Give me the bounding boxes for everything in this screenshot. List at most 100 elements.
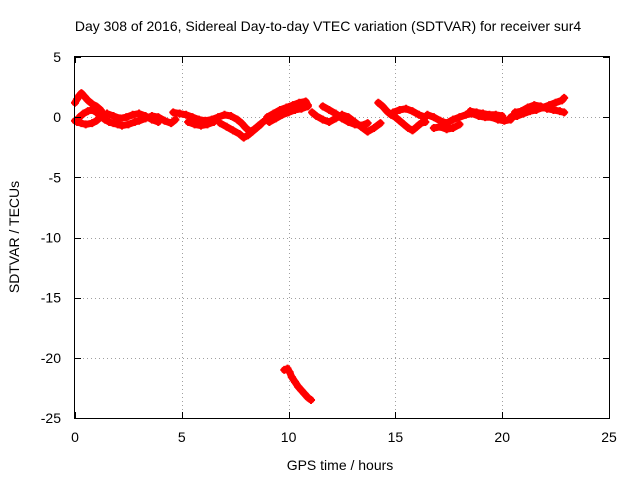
- data-point: [551, 98, 560, 107]
- y-tick-label: -25: [41, 410, 61, 426]
- data-point: [461, 110, 470, 119]
- data-point: [395, 105, 404, 114]
- data-point: [344, 117, 353, 126]
- data-point: [308, 108, 317, 117]
- data-point: [109, 119, 118, 128]
- data-point: [285, 368, 294, 377]
- data-point: [115, 114, 124, 123]
- data-point: [376, 119, 385, 128]
- sdtvar-trace: [280, 365, 315, 404]
- data-point: [560, 108, 569, 117]
- data-point: [88, 119, 97, 128]
- data-point: [160, 116, 169, 125]
- data-point: [130, 117, 139, 126]
- data-point: [325, 117, 334, 126]
- data-point: [271, 114, 280, 123]
- data-point: [530, 101, 539, 110]
- data-point: [536, 102, 545, 111]
- data-point: [113, 120, 122, 129]
- data-point: [291, 105, 300, 114]
- data-point: [389, 108, 398, 117]
- data-point: [135, 116, 144, 125]
- data-point: [203, 120, 212, 129]
- data-point: [429, 123, 438, 132]
- data-point: [331, 109, 340, 118]
- data-point: [543, 104, 552, 113]
- data-point: [141, 111, 150, 120]
- data-point: [256, 120, 265, 129]
- data-point: [399, 120, 408, 129]
- data-point: [318, 115, 327, 124]
- data-point: [171, 115, 180, 124]
- data-point: [105, 117, 114, 126]
- data-point: [357, 121, 366, 130]
- data-point: [122, 113, 131, 122]
- data-point: [455, 120, 464, 129]
- data-point: [167, 119, 176, 128]
- data-point: [103, 109, 112, 118]
- data-point: [370, 123, 379, 132]
- data-point: [363, 119, 372, 128]
- data-point: [92, 108, 101, 117]
- data-point: [96, 111, 105, 120]
- data-point: [241, 123, 250, 132]
- data-point: [297, 104, 306, 113]
- data-point: [395, 116, 404, 125]
- data-point: [423, 110, 432, 119]
- data-point: [312, 111, 321, 120]
- data-point: [83, 107, 92, 116]
- data-point: [109, 111, 118, 120]
- y-tick-label: -15: [41, 290, 61, 306]
- data-point: [239, 133, 248, 142]
- data-point: [220, 110, 229, 119]
- y-axis-label: SDTVAR / TECUs: [6, 181, 22, 293]
- data-point: [417, 119, 426, 128]
- y-tick-label: -20: [41, 350, 61, 366]
- axis-ticks: 0 5 10 15 20 25 5 0 -5 -10 -15 -20 -25: [41, 49, 617, 445]
- data-point: [455, 113, 464, 122]
- data-point: [287, 373, 296, 382]
- data-point: [197, 121, 206, 130]
- x-tick-label: 25: [601, 429, 617, 445]
- data-point: [226, 111, 235, 120]
- data-point: [233, 115, 242, 124]
- data-point: [79, 109, 88, 118]
- data-point: [244, 131, 253, 140]
- y-tick-label: -10: [41, 230, 61, 246]
- data-point: [135, 109, 144, 118]
- data-point: [77, 119, 86, 128]
- data-point: [449, 123, 458, 132]
- x-tick-label: 15: [388, 429, 404, 445]
- data-point: [374, 98, 383, 107]
- data-point: [214, 113, 223, 122]
- data-point: [154, 117, 163, 126]
- data-point: [124, 120, 133, 129]
- data-point: [222, 122, 231, 131]
- data-point: [184, 117, 193, 126]
- data-point: [549, 105, 558, 114]
- data-point: [188, 113, 197, 122]
- data-point: [478, 109, 487, 118]
- data-point: [182, 110, 191, 119]
- x-axis-label: GPS time / hours: [287, 457, 394, 473]
- data-point: [190, 120, 199, 129]
- data-point: [449, 115, 458, 124]
- data-point: [436, 122, 445, 131]
- data-point: [408, 107, 417, 116]
- data-point: [382, 107, 391, 116]
- data-point: [295, 98, 304, 107]
- data-point: [147, 115, 156, 124]
- data-point: [338, 114, 346, 123]
- data-point: [248, 127, 257, 136]
- data-point: [307, 395, 316, 404]
- data-point: [291, 377, 300, 386]
- data-point: [506, 113, 515, 122]
- data-point: [81, 120, 90, 129]
- data-point: [229, 126, 238, 135]
- data-point: [414, 110, 423, 119]
- y-tick-label: 0: [53, 109, 61, 125]
- data-point: [402, 104, 411, 113]
- data-point: [169, 108, 178, 117]
- data-point: [442, 125, 451, 134]
